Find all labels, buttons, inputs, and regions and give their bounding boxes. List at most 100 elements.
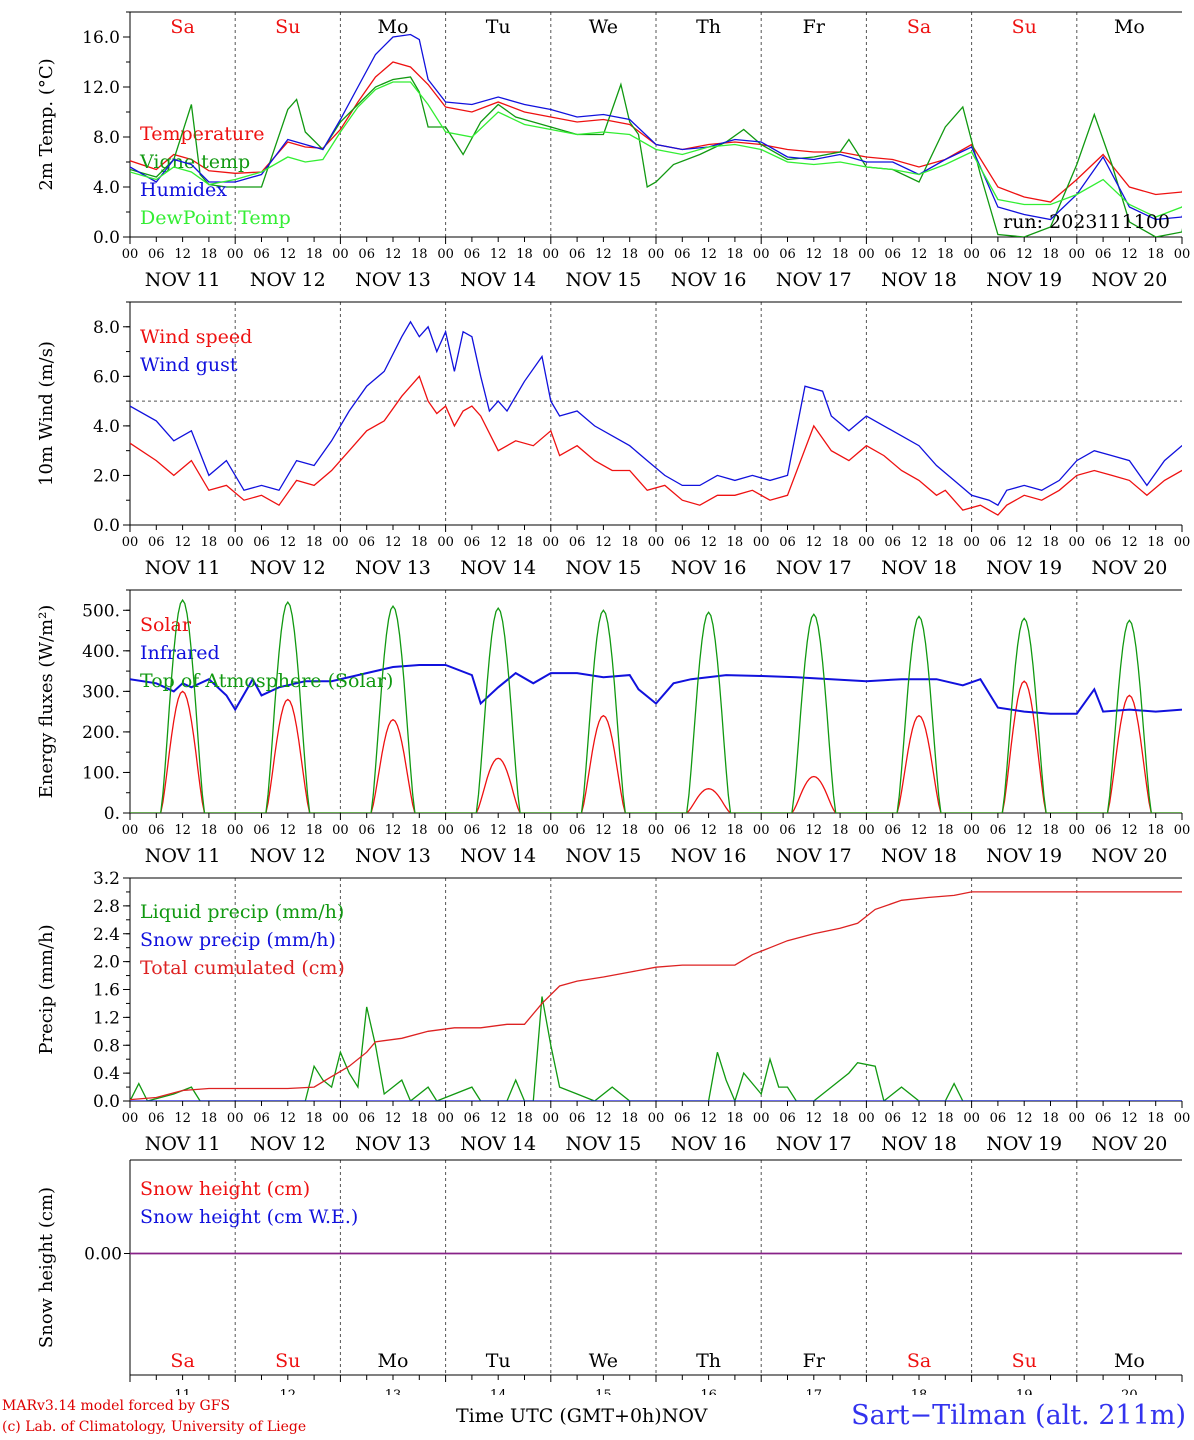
date-label: NOV 17 (776, 269, 852, 291)
hour-tick-label: 12 (490, 1111, 507, 1126)
hour-tick-label: 00 (648, 1111, 665, 1126)
hour-tick-label: 18 (201, 1111, 218, 1126)
hour-tick-label: 12 (490, 535, 507, 550)
date-label: NOV 20 (1091, 1133, 1167, 1155)
weekday-label: Fr (803, 16, 826, 38)
day-number-label: 18 (911, 1388, 928, 1395)
hour-tick-label: 12 (280, 823, 297, 838)
legend-entry: Snow precip (mm/h) (140, 929, 336, 951)
legend-entry: Snow height (cm W.E.) (140, 1206, 358, 1228)
legend-entry: DewPoint Temp (140, 207, 291, 229)
legend-entry: Vigne temp (139, 151, 250, 173)
legend-entry: Wind speed (140, 326, 252, 348)
hour-tick-label: 12 (700, 1111, 717, 1126)
hour-tick-label: 06 (148, 1111, 165, 1126)
y-tick-label: 8.0 (93, 318, 120, 338)
hour-tick-label: 06 (253, 1111, 270, 1126)
hour-tick-label: 00 (227, 823, 244, 838)
month-label: NOV (661, 1405, 708, 1427)
y-tick-label: 200. (82, 723, 120, 743)
hour-tick-label: 00 (858, 1111, 875, 1126)
series-line-wind-speed (130, 375, 1182, 516)
hour-tick-label: 06 (464, 535, 481, 550)
hour-tick-label: 06 (569, 535, 586, 550)
hour-tick-label: 12 (1121, 535, 1138, 550)
hour-tick-label: 12 (911, 1111, 928, 1126)
hour-tick-label: 18 (516, 247, 533, 262)
hour-tick-label: 06 (884, 535, 901, 550)
hour-tick-label: 12 (806, 535, 823, 550)
hour-tick-label: 12 (700, 823, 717, 838)
hour-tick-label: 18 (516, 1111, 533, 1126)
y-axis-title: 10m Wind (m/s) (36, 341, 57, 486)
hour-tick-label: 18 (832, 535, 849, 550)
hour-tick-label: 06 (884, 823, 901, 838)
day-number-label: 17 (806, 1388, 823, 1395)
date-label: NOV 13 (355, 557, 431, 579)
legend-entry: Temperature (140, 123, 264, 145)
hour-tick-label: 12 (174, 247, 191, 262)
legend-entry: Infrared (140, 642, 220, 664)
day-number-label: 20 (1121, 1388, 1138, 1395)
y-tick-label: 12.0 (82, 78, 120, 98)
hour-tick-label: 00 (543, 1111, 560, 1126)
hour-tick-label: 06 (358, 1111, 375, 1126)
hour-tick-label: 18 (201, 535, 218, 550)
lab-credit: (c) Lab. of Climatology, University of L… (2, 1419, 307, 1435)
hour-tick-label: 12 (1121, 1111, 1138, 1126)
hour-tick-label: 18 (201, 823, 218, 838)
hour-tick-label: 12 (280, 1111, 297, 1126)
y-tick-label: 2.0 (93, 953, 120, 973)
y-tick-label: 4.0 (93, 417, 120, 437)
date-label: NOV 13 (355, 1133, 431, 1155)
y-tick-label: 16.0 (82, 28, 120, 48)
hour-tick-label: 12 (595, 823, 612, 838)
hour-tick-label: 06 (990, 247, 1007, 262)
hour-tick-label: 06 (1095, 535, 1112, 550)
hour-tick-label: 18 (832, 1111, 849, 1126)
legend-entry: Wind gust (140, 354, 238, 376)
y-tick-label: 500. (82, 601, 120, 621)
weekday-label: We (589, 16, 618, 38)
day-number-label: 15 (595, 1388, 612, 1395)
panel-snow: 0.00 Snow height (cm) 11 12 13 14 15 16 17 18 19 20… (36, 1159, 1183, 1395)
y-tick-label: 100. (82, 763, 120, 783)
date-label: NOV 11 (145, 557, 221, 579)
y-axis-title: Energy fluxes (W/m²) (36, 605, 57, 799)
legend-entry: Total cumulated (cm) (140, 957, 345, 979)
y-axis-title: 2m Temp. (°C) (36, 58, 57, 190)
hour-tick-label: 00 (753, 247, 770, 262)
weekday-label: Sa (907, 1350, 931, 1372)
hour-tick-label: 18 (727, 535, 744, 550)
hour-tick-label: 06 (674, 247, 691, 262)
date-label: NOV 15 (565, 557, 641, 579)
date-label: NOV 15 (565, 1133, 641, 1155)
legend-entry: Top of Atmosphere (Solar) (140, 670, 393, 692)
date-label: NOV 15 (565, 269, 641, 291)
date-label: NOV 19 (986, 269, 1062, 291)
series-line-solar (130, 680, 1182, 813)
hour-tick-label: 12 (1016, 823, 1033, 838)
date-label: NOV 11 (145, 845, 221, 867)
hour-tick-label: 00 (437, 823, 454, 838)
hour-tick-label: 00 (122, 1111, 139, 1126)
hour-tick-label: 12 (1016, 535, 1033, 550)
date-label: NOV 17 (776, 845, 852, 867)
hour-tick-label: 12 (806, 1111, 823, 1126)
hour-tick-label: 06 (1095, 823, 1112, 838)
hour-tick-label: 00 (1174, 247, 1191, 262)
hour-tick-label: 00 (1069, 247, 1086, 262)
legend-entry: Snow height (cm) (140, 1178, 310, 1200)
hour-tick-label: 18 (411, 1111, 428, 1126)
hour-tick-label: 06 (884, 1111, 901, 1126)
hour-tick-label: 12 (1121, 247, 1138, 262)
hour-tick-label: 06 (674, 535, 691, 550)
date-label: NOV 15 (565, 845, 641, 867)
weekday-label: Mo (1114, 1350, 1145, 1372)
y-tick-label: 8.0 (93, 128, 120, 148)
date-label: NOV 14 (460, 557, 536, 579)
hour-tick-label: 12 (1016, 1111, 1033, 1126)
date-label: NOV 18 (881, 845, 957, 867)
y-tick-label: 1.2 (93, 1008, 120, 1028)
hour-tick-label: 12 (280, 535, 297, 550)
